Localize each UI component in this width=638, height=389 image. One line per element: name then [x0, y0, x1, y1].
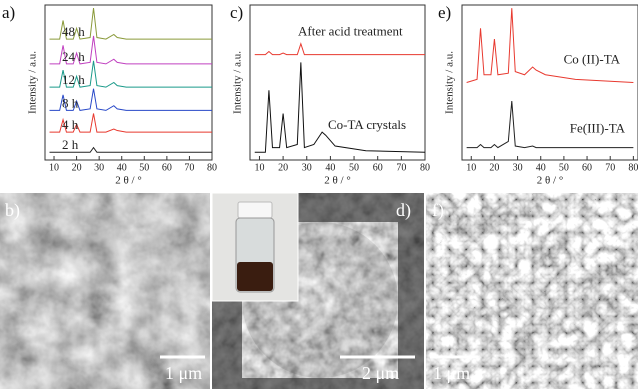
series-label: 8 h — [62, 95, 79, 110]
x-tick-label: 80 — [628, 162, 638, 173]
xrd-pattern — [467, 8, 634, 82]
x-axis-label: 2 θ / ° — [324, 175, 350, 187]
scale-bar-label: 1 μm — [165, 363, 202, 383]
x-tick-label: 50 — [349, 162, 359, 173]
panel-label: d) — [396, 200, 411, 221]
x-tick-label: 70 — [184, 162, 194, 173]
panel-label: a) — [2, 3, 15, 22]
x-tick-label: 40 — [536, 162, 546, 173]
sem-image-d — [212, 193, 424, 389]
scale-bar-label: 1 μm — [433, 363, 470, 383]
x-tick-label: 30 — [302, 162, 312, 173]
x-tick-label: 70 — [605, 162, 615, 173]
series-label: After acid treatment — [298, 24, 403, 39]
x-tick-label: 60 — [162, 162, 172, 173]
series-label: Co (II)-TA — [564, 51, 621, 66]
x-tick-label: 80 — [207, 162, 217, 173]
panel-label: e) — [438, 3, 451, 22]
plot-frame — [462, 5, 638, 160]
x-tick-label: 60 — [373, 162, 383, 173]
x-tick-label: 70 — [396, 162, 406, 173]
x-tick-label: 20 — [278, 162, 288, 173]
series-label: 2 h — [62, 137, 79, 152]
panel-label: b) — [5, 200, 20, 221]
series-label: 4 h — [62, 117, 79, 132]
x-tick-label: 80 — [420, 162, 430, 173]
y-axis-label: Intensity / a.u. — [27, 51, 39, 114]
xrd-pattern — [255, 62, 425, 152]
inset-photo — [212, 193, 298, 301]
x-axis-label: 2 θ / ° — [115, 175, 141, 187]
x-tick-label: 10 — [254, 162, 264, 173]
sem-image-f — [426, 193, 638, 389]
y-axis-label: Intensity / a.u. — [232, 51, 244, 114]
x-tick-label: 40 — [325, 162, 335, 173]
x-tick-label: 20 — [72, 162, 82, 173]
xrd-pattern — [255, 44, 425, 55]
x-tick-label: 30 — [513, 162, 523, 173]
x-tick-label: 10 — [49, 162, 59, 173]
x-tick-label: 40 — [117, 162, 127, 173]
x-tick-label: 50 — [139, 162, 149, 173]
x-tick-label: 30 — [94, 162, 104, 173]
x-axis-label: 2 θ / ° — [537, 175, 563, 187]
x-tick-label: 20 — [489, 162, 499, 173]
x-tick-label: 60 — [582, 162, 592, 173]
series-label: 48 h — [62, 24, 85, 39]
figure: 1 μm 2 μm 1 μm b) d) f) 10 20 30 40 50 60 70 80… — [0, 0, 638, 389]
series-label: 12 h — [62, 72, 85, 87]
sem-image-b — [0, 193, 210, 389]
series-label: 24 h — [62, 49, 85, 64]
series-label: Co-TA crystals — [328, 117, 406, 132]
series-label: Fe(III)-TA — [570, 121, 626, 136]
panel-label: c) — [230, 3, 243, 22]
scale-bar-label: 2 μm — [362, 363, 399, 383]
x-tick-label: 50 — [559, 162, 569, 173]
panel-label: f) — [432, 200, 444, 221]
y-axis-label: Intensity / a.u. — [444, 51, 456, 114]
x-tick-label: 10 — [466, 162, 476, 173]
